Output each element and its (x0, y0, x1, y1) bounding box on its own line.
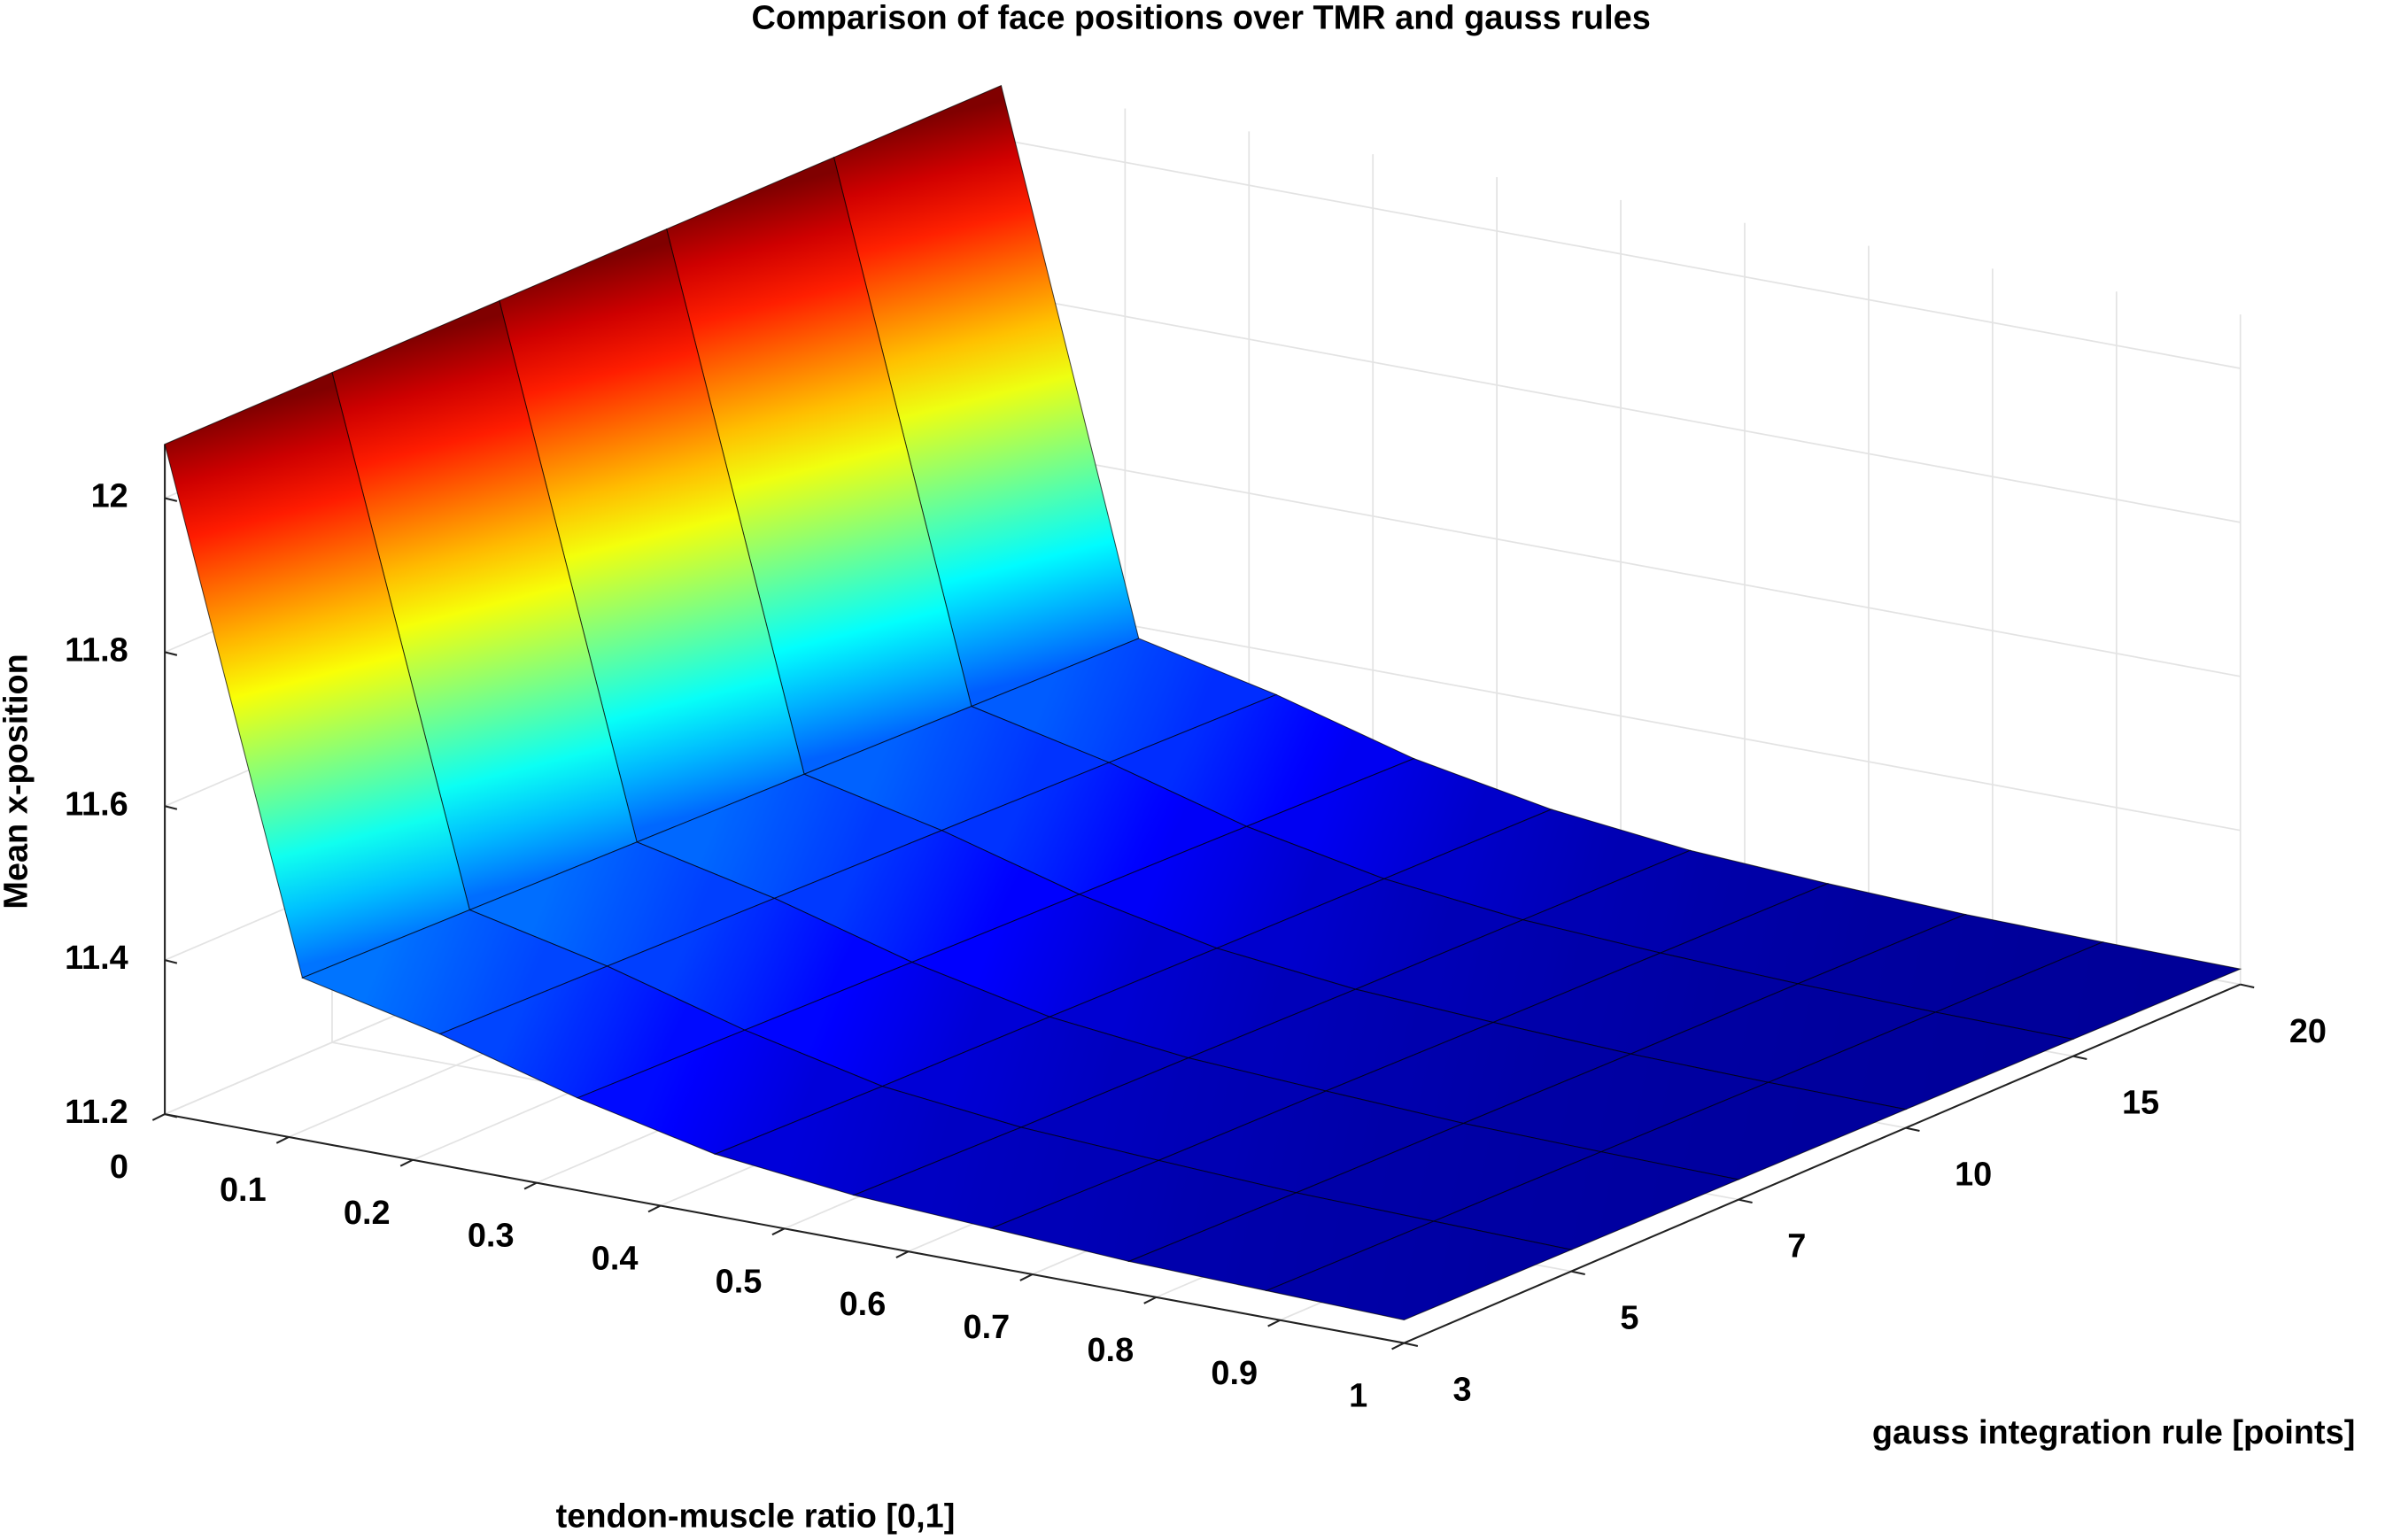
axis-line (1403, 983, 2242, 1344)
x-tick-label: 0 (110, 1149, 128, 1186)
x-tick-label: 0.3 (468, 1218, 515, 1255)
tick-mark (1391, 1342, 1405, 1350)
tick-mark (647, 1204, 662, 1213)
z-axis-label: Mean x-position (0, 654, 35, 909)
x-tick-label: 0.1 (220, 1172, 267, 1209)
y-tick-label: 10 (1955, 1157, 1992, 1194)
tick-mark (2240, 983, 2255, 989)
tick-mark (399, 1158, 414, 1167)
tick-mark (523, 1181, 538, 1190)
grid-line (1001, 600, 2241, 832)
tick-mark (1267, 1319, 1281, 1327)
tick-mark (164, 959, 178, 964)
grid-line (1001, 446, 2241, 677)
y-tick-label: 7 (1787, 1228, 1806, 1265)
tick-mark (164, 1113, 178, 1118)
y-tick-label: 5 (1620, 1300, 1638, 1337)
tick-mark (2072, 1055, 2087, 1061)
tick-mark (895, 1250, 910, 1258)
tick-mark (1019, 1273, 1034, 1281)
y-tick-label: 20 (2289, 1013, 2327, 1050)
x-tick-label: 0.4 (592, 1241, 639, 1278)
tick-mark (164, 497, 178, 502)
y-axis-label: gauss integration rule [points] (1872, 1414, 2355, 1451)
z-tick-label: 11.6 (65, 785, 128, 823)
z-tick-label: 11.4 (65, 940, 128, 977)
tick-mark (1570, 1270, 1585, 1276)
chart-title: Comparison of face positions over TMR an… (752, 0, 1651, 37)
grid-line (1001, 292, 2241, 523)
x-tick-label: 1 (1349, 1378, 1367, 1415)
x-tick-label: 0.7 (964, 1309, 1011, 1346)
tick-mark (164, 805, 178, 810)
x-tick-label: 0.6 (840, 1286, 887, 1323)
y-tick-label: 3 (1453, 1372, 1472, 1409)
z-tick-label: 11.2 (65, 1094, 128, 1131)
z-tick-label: 12 (91, 477, 128, 515)
tick-mark (164, 651, 178, 656)
x-tick-label: 0.8 (1087, 1332, 1134, 1369)
y-tick-label: 15 (2122, 1085, 2159, 1122)
grid-line (1001, 138, 2241, 369)
x-tick-label: 0.5 (716, 1263, 763, 1300)
tick-mark (275, 1136, 290, 1144)
tick-mark (1905, 1126, 1920, 1133)
tick-mark (1143, 1296, 1157, 1304)
tick-mark (151, 1113, 166, 1121)
z-tick-label: 11.8 (65, 631, 128, 669)
tick-mark (771, 1227, 786, 1236)
x-tick-label: 0.9 (1211, 1355, 1258, 1392)
x-tick-label: 0.2 (344, 1195, 391, 1232)
x-axis-label: tendon-muscle ratio [0,1] (556, 1498, 956, 1536)
tick-mark (1738, 1198, 1753, 1204)
tick-mark (1404, 1342, 1419, 1348)
surface-patch (1265, 1220, 1573, 1321)
